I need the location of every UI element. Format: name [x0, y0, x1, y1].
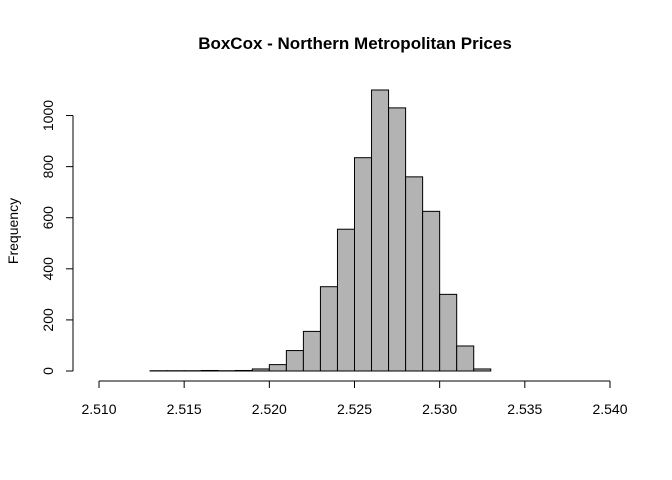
- y-tick-label-2: 400: [40, 257, 56, 281]
- y-axis-label: Frequency: [5, 198, 21, 264]
- histogram-bar-9: [302, 330, 321, 372]
- histogram-bar-18: [456, 345, 475, 372]
- histogram-bar-13: [371, 89, 390, 372]
- x-tick-label-0: 2.510: [81, 401, 116, 417]
- histogram-bar-8: [285, 350, 304, 372]
- y-tick-label-5: 1000: [40, 100, 56, 131]
- x-axis: 2.510 2.515 2.520 2.525 2.530 2.535 2.540: [81, 380, 628, 417]
- y-axis: 0 200 400 600 800 1000: [40, 100, 74, 375]
- histogram-bar-7: [268, 364, 287, 372]
- histogram-bar-6: [251, 368, 270, 372]
- histogram-bar-11: [336, 228, 356, 372]
- histogram-bar-5: [234, 369, 253, 372]
- x-tick-label-1: 2.515: [167, 401, 202, 417]
- histogram-bar-12: [354, 157, 373, 372]
- histogram-bar-10: [319, 286, 338, 372]
- histogram-bars: [149, 89, 492, 372]
- y-tick-label-4: 800: [40, 155, 56, 179]
- x-tick-label-6: 2.540: [592, 401, 627, 417]
- histogram-bar-19: [473, 368, 492, 372]
- chart-title: BoxCox - Northern Metropolitan Prices: [198, 34, 512, 53]
- histogram-bar-17: [439, 293, 458, 372]
- x-tick-label-4: 2.530: [422, 401, 457, 417]
- y-tick-label-1: 200: [40, 308, 56, 332]
- x-tick-label-3: 2.525: [337, 401, 372, 417]
- histogram-bar-16: [422, 210, 441, 372]
- histogram-bar-3: [200, 369, 219, 372]
- x-tick-label-2: 2.520: [252, 401, 287, 417]
- histogram-bar-15: [405, 176, 424, 372]
- y-tick-label-0: 0: [40, 367, 56, 375]
- y-tick-label-3: 600: [40, 206, 56, 230]
- histogram-bar-14: [388, 107, 407, 372]
- x-tick-label-5: 2.535: [507, 401, 542, 417]
